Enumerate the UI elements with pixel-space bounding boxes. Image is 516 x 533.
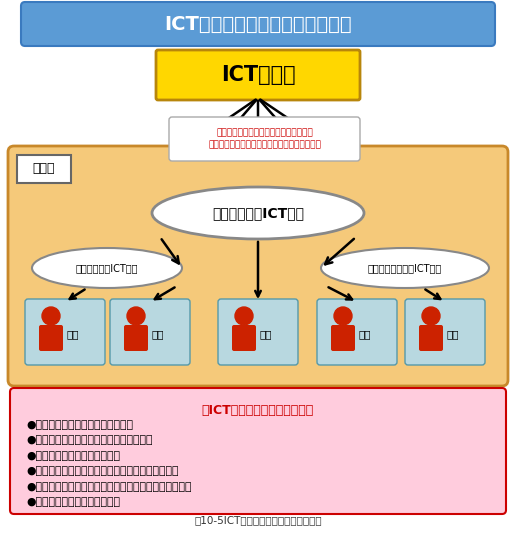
Ellipse shape — [152, 187, 364, 239]
FancyBboxPatch shape — [39, 325, 63, 351]
Text: ICT支援員の機能と具体的な業務: ICT支援員の機能と具体的な業務 — [164, 14, 352, 34]
Text: 教員: 教員 — [152, 329, 164, 339]
FancyBboxPatch shape — [8, 146, 508, 386]
FancyBboxPatch shape — [331, 325, 355, 351]
Ellipse shape — [32, 248, 182, 288]
Text: ●ディジタル教材作成等の支援: ●ディジタル教材作成等の支援 — [26, 497, 120, 507]
Text: ●機器・ソフトウェアや教材等の紹介と活用の助言: ●機器・ソフトウェアや教材等の紹介と活用の助言 — [26, 466, 179, 477]
Ellipse shape — [321, 248, 489, 288]
FancyBboxPatch shape — [25, 299, 105, 365]
Text: 校務におけるICT支援: 校務におけるICT支援 — [76, 263, 138, 273]
Circle shape — [334, 307, 352, 325]
Text: ICT支援員: ICT支援員 — [221, 65, 295, 85]
Text: ●情報モラルに関する教材や事例等の紹介と活用の助言: ●情報モラルに関する教材や事例等の紹介と活用の助言 — [26, 482, 191, 492]
Text: 図10-5ICT支援員の機能と具体的な業務: 図10-5ICT支援員の機能と具体的な業務 — [194, 515, 322, 525]
Circle shape — [127, 307, 145, 325]
FancyBboxPatch shape — [405, 299, 485, 365]
FancyBboxPatch shape — [21, 2, 495, 46]
FancyBboxPatch shape — [218, 299, 298, 365]
Text: 授業や研修、校務において、教員と相談
したり、依頼を受けたりしながら業務を行う。: 授業や研修、校務において、教員と相談 したり、依頼を受けたりしながら業務を行う。 — [208, 128, 321, 149]
FancyBboxPatch shape — [232, 325, 256, 351]
FancyBboxPatch shape — [419, 325, 443, 351]
FancyBboxPatch shape — [169, 117, 360, 161]
FancyBboxPatch shape — [124, 325, 148, 351]
Circle shape — [42, 307, 60, 325]
Text: 授業におけるICT支援: 授業におけるICT支援 — [212, 206, 304, 220]
Text: 教員: 教員 — [260, 329, 272, 339]
FancyBboxPatch shape — [17, 155, 71, 183]
FancyBboxPatch shape — [10, 388, 506, 514]
Circle shape — [235, 307, 253, 325]
FancyBboxPatch shape — [156, 50, 360, 100]
Text: ●機器・ソフトウェアの設定や操作の説明: ●機器・ソフトウェアの設定や操作の説明 — [26, 435, 153, 446]
Circle shape — [422, 307, 440, 325]
Text: 学　校: 学 校 — [33, 163, 55, 175]
FancyBboxPatch shape — [110, 299, 190, 365]
Text: 教員: 教員 — [359, 329, 371, 339]
Text: ●機器・ソフトウェアの設定や操作: ●機器・ソフトウェアの設定や操作 — [26, 420, 133, 430]
Text: 教員: 教員 — [447, 329, 459, 339]
FancyBboxPatch shape — [317, 299, 397, 365]
Text: ●機器等の簡単なメンテナンス: ●機器等の簡単なメンテナンス — [26, 451, 120, 461]
Text: ＜ICT支援員の具体的な業務＞: ＜ICT支援員の具体的な業務＞ — [202, 404, 314, 417]
Text: 教員: 教員 — [67, 329, 79, 339]
Text: 教員研修におけるICT支援: 教員研修におけるICT支援 — [368, 263, 442, 273]
